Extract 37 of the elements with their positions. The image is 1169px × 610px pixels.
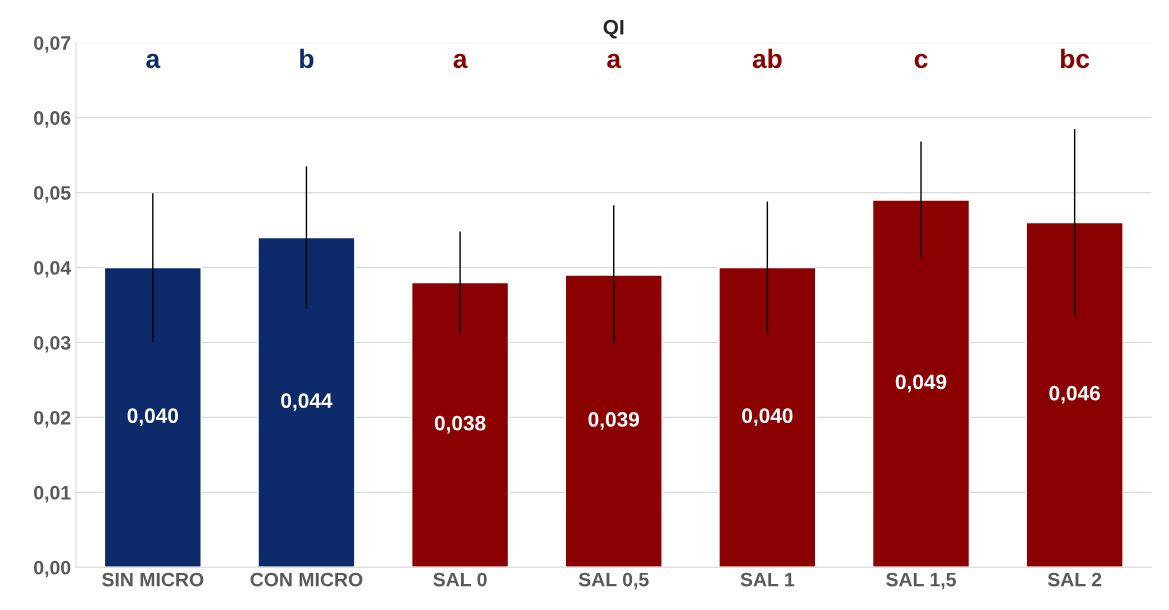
annotation: a (607, 53, 622, 69)
y-tick-label: 0,06 (34, 111, 71, 128)
bar (1025, 221, 1124, 568)
y-tick-label: 0,05 (34, 186, 71, 203)
bar (257, 236, 356, 568)
data-label: 0,038 (434, 415, 486, 434)
data-label: 0,040 (742, 408, 793, 427)
x-tick-label: SAL 1,5 (886, 572, 956, 590)
y-tick-label: 0,04 (34, 261, 72, 278)
y-tick-label: 0,07 (34, 36, 71, 53)
data-label: 0,040 (127, 408, 179, 427)
bar (103, 266, 202, 568)
x-tick-label: SIN MICRO (102, 572, 204, 587)
x-tick-label: CON MICRO (250, 572, 363, 587)
data-label: 0,046 (1049, 385, 1100, 404)
y-tick-label: 0,02 (34, 410, 71, 428)
data-label: 0,049 (895, 374, 947, 393)
annotation: a (453, 53, 468, 69)
data-label: 0,044 (281, 393, 333, 412)
bar (564, 274, 663, 568)
y-tick-label: 0,00 (34, 560, 71, 578)
data-label: 0,039 (588, 412, 640, 430)
y-tick-label: 0,03 (34, 335, 71, 353)
bar (718, 266, 817, 568)
x-tick-label: SAL 1 (740, 572, 795, 587)
x-tick-label: SAL 0 (433, 572, 487, 587)
bar (871, 199, 971, 568)
chart-title: QI (603, 19, 624, 39)
x-tick-label: SAL 0,5 (578, 572, 649, 590)
annotation: ab (752, 48, 782, 69)
bar (410, 281, 510, 568)
annotation: c (914, 53, 928, 69)
annotation: bc (1060, 48, 1090, 69)
annotation: a (146, 53, 161, 69)
annotation: b (300, 48, 314, 69)
x-tick-label: SAL 2 (1047, 572, 1102, 587)
y-tick-label: 0,01 (34, 485, 71, 503)
